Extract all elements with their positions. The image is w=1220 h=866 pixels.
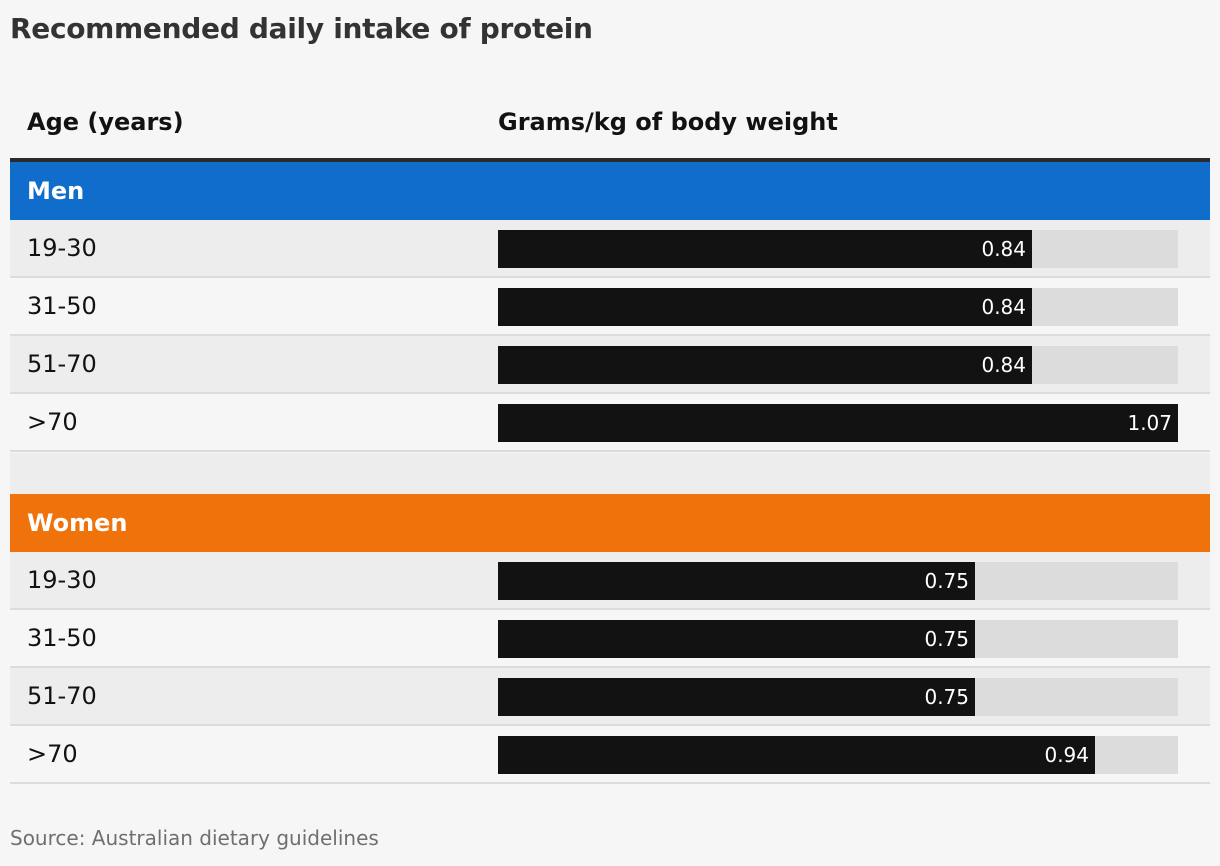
bar: 0.84 xyxy=(498,230,1032,268)
source-note: Source: Australian dietary guidelines xyxy=(10,826,379,850)
bar: 0.94 xyxy=(498,736,1095,774)
bar: 0.75 xyxy=(498,562,975,600)
bar-value-label: 0.75 xyxy=(924,685,969,709)
bar-value-label: 0.75 xyxy=(924,627,969,651)
bar-value-label: 0.84 xyxy=(981,295,1026,319)
age-label: 51-70 xyxy=(27,682,97,710)
table-row: 19-30 0.75 xyxy=(10,552,1210,610)
group-header-women: Women xyxy=(10,494,1210,552)
bar-track: 0.75 xyxy=(498,562,1178,600)
header-rule xyxy=(10,158,1210,162)
table-row: >70 1.07 xyxy=(10,394,1210,452)
group-header-men: Men xyxy=(10,162,1210,220)
group-spacer xyxy=(10,453,1210,494)
age-label: 51-70 xyxy=(27,350,97,378)
age-label: 31-50 xyxy=(27,292,97,320)
table-row: >70 0.94 xyxy=(10,726,1210,784)
bar-track: 1.07 xyxy=(498,404,1178,442)
bar-track: 0.84 xyxy=(498,346,1178,384)
table-row: 19-30 0.84 xyxy=(10,220,1210,278)
bar-track: 0.84 xyxy=(498,230,1178,268)
bar: 0.75 xyxy=(498,620,975,658)
chart-title: Recommended daily intake of protein xyxy=(10,12,593,45)
age-column-header: Age (years) xyxy=(27,108,184,136)
table-row: 51-70 0.75 xyxy=(10,668,1210,726)
bar-value-label: 0.75 xyxy=(924,569,969,593)
age-label: 31-50 xyxy=(27,624,97,652)
bar-track: 0.75 xyxy=(498,678,1178,716)
bar: 1.07 xyxy=(498,404,1178,442)
bar: 0.75 xyxy=(498,678,975,716)
table-row: 51-70 0.84 xyxy=(10,336,1210,394)
value-column-header: Grams/kg of body weight xyxy=(498,108,838,136)
bar-track: 0.94 xyxy=(498,736,1178,774)
bar-track: 0.75 xyxy=(498,620,1178,658)
bar-value-label: 0.84 xyxy=(981,237,1026,261)
age-label: 19-30 xyxy=(27,234,97,262)
age-label: >70 xyxy=(27,408,78,436)
bar-value-label: 0.94 xyxy=(1044,743,1089,767)
age-label: >70 xyxy=(27,740,78,768)
table-row: 31-50 0.84 xyxy=(10,278,1210,336)
bar-value-label: 1.07 xyxy=(1127,411,1172,435)
bar-value-label: 0.84 xyxy=(981,353,1026,377)
bar: 0.84 xyxy=(498,346,1032,384)
bar-track: 0.84 xyxy=(498,288,1178,326)
table-row: 31-50 0.75 xyxy=(10,610,1210,668)
bar: 0.84 xyxy=(498,288,1032,326)
age-label: 19-30 xyxy=(27,566,97,594)
